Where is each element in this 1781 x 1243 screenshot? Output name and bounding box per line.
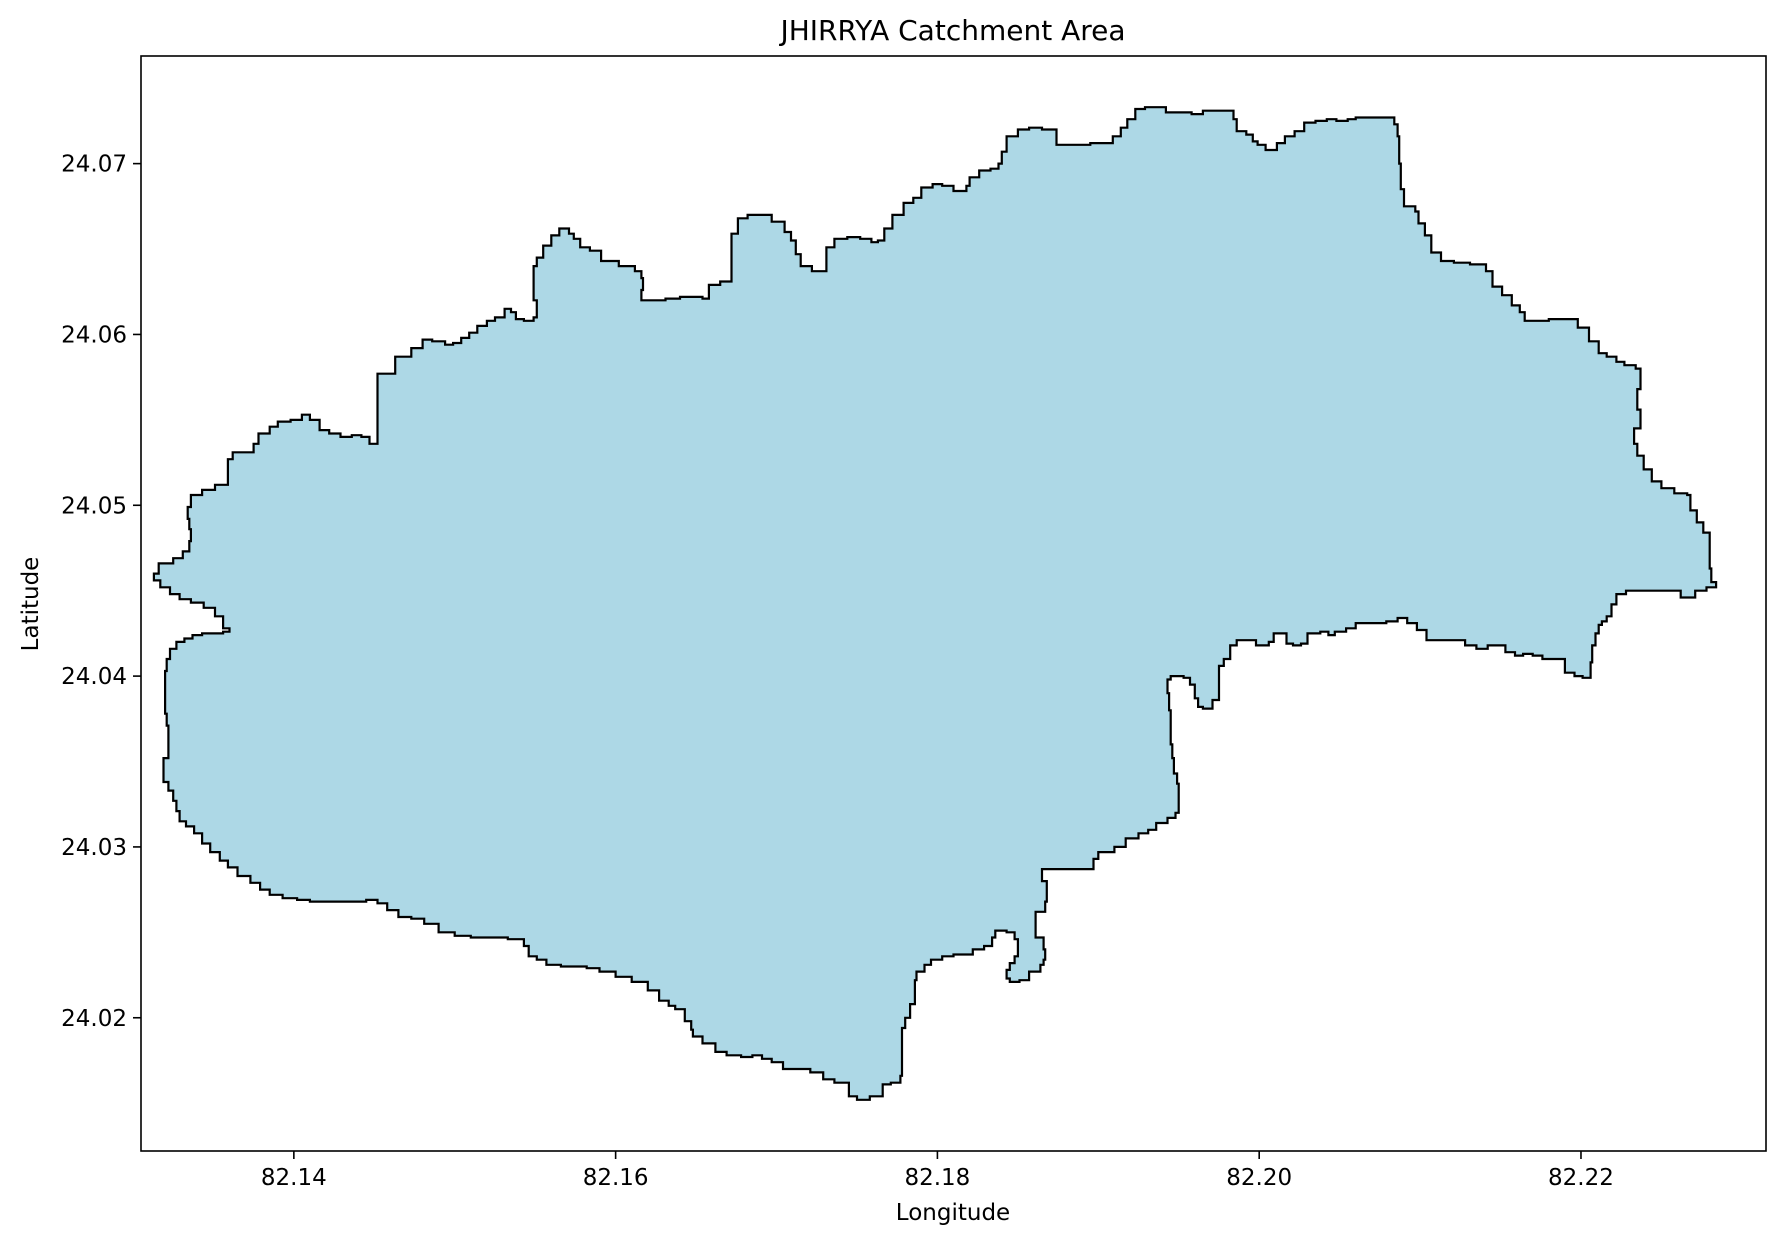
x-tick-label: 82.20: [1226, 1165, 1292, 1191]
x-tick-label: 82.16: [583, 1165, 649, 1191]
x-tick-label: 82.18: [904, 1165, 970, 1191]
chart-title: JHIRRYA Catchment Area: [778, 14, 1125, 47]
y-axis-ticks: 24.02 24.03 24.04 24.05 24.06 24.07: [61, 152, 141, 1032]
y-tick-label: 24.07: [61, 152, 127, 178]
x-tick-label: 82.14: [261, 1165, 327, 1191]
y-tick-label: 24.03: [61, 835, 127, 861]
x-tick-label: 82.22: [1548, 1165, 1614, 1191]
y-tick-label: 24.06: [61, 322, 127, 348]
axes-frame: [140, 55, 1767, 1152]
y-tick-label: 24.04: [61, 664, 127, 690]
x-axis-label: Longitude: [896, 1200, 1010, 1226]
y-tick-label: 24.02: [61, 1006, 127, 1032]
catchment-polygon: [152, 106, 1718, 1101]
x-axis-ticks: 82.14 82.16 82.18 82.20 82.22: [261, 1151, 1614, 1191]
plot-area: [140, 55, 1767, 1152]
y-tick-label: 24.05: [61, 493, 127, 519]
y-axis-label: Latitude: [18, 557, 44, 652]
